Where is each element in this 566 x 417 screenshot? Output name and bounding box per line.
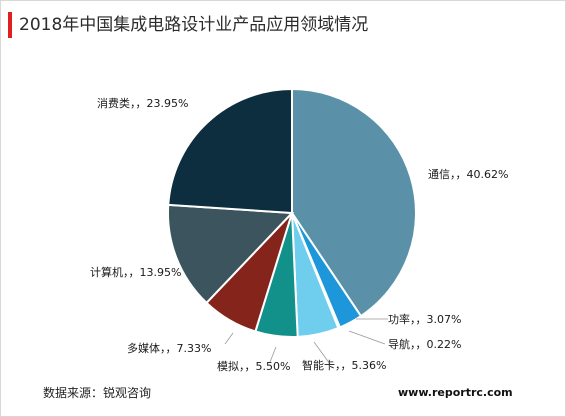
title-accent-bar [8, 12, 12, 38]
slice-label: 导航，，0.22% [388, 337, 461, 351]
leader-line [224, 332, 234, 345]
source-note: 数据来源：锐观咨询 [43, 386, 152, 400]
slice-label: 多媒体，，7.33% [127, 341, 211, 355]
leader-line [348, 330, 386, 345]
watermark: www.reportrc.com [398, 386, 513, 399]
leader-line [269, 346, 277, 363]
pie-slice [167, 203, 295, 305]
slice-label: 模拟，，5.50% [217, 359, 290, 373]
slice-label: 智能卡，，5.36% [302, 358, 386, 372]
slice-label: 功率，，3.07% [388, 312, 461, 326]
slice-label: 消费类，，23.95% [97, 96, 188, 110]
slice-label: 通信，，40.62% [428, 168, 508, 181]
pie-slice [167, 87, 293, 215]
slice-label: 计算机，，13.95% [90, 265, 181, 279]
leader-line [313, 341, 331, 365]
chart-title: 2018年中国集成电路设计业产品应用领域情况 [19, 15, 369, 35]
